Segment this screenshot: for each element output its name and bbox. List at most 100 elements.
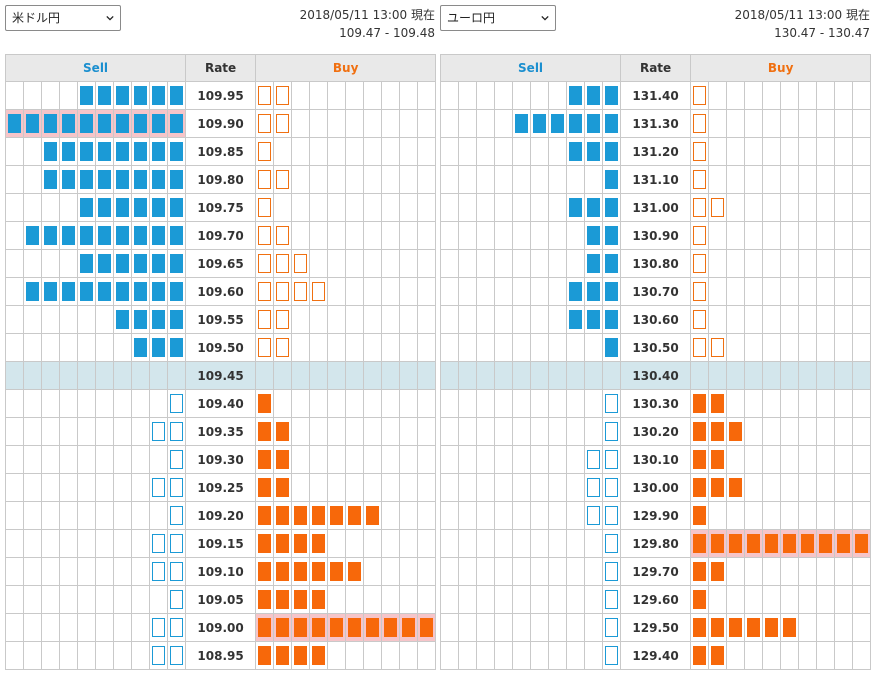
buy-cell [363,613,383,642]
sell-cell [494,221,513,250]
sell-cell [566,613,585,642]
sell-cell [601,473,622,502]
buy-order-bar [693,422,707,441]
buy-cell [744,445,764,474]
rate-cell: 130.40 [620,361,692,390]
buy-cell [399,193,419,222]
sell-cell [530,613,549,642]
sell-cell [95,445,114,474]
sell-order-bar [98,226,111,245]
sell-cell [458,417,477,446]
sell-cell [440,305,459,334]
buy-cell [273,221,293,250]
sell-cell [476,389,495,418]
buy-cell [363,529,383,558]
sell-cell [601,389,622,418]
sell-cell [476,445,495,474]
buy-cell [816,137,836,166]
sell-order-bar [587,114,600,133]
table-row: 109.30 [5,445,437,474]
sell-cell [458,529,477,558]
buy-cell [291,501,311,530]
buy-cell [327,557,347,586]
sell-cell [166,277,187,306]
currency-select[interactable]: ユーロ円 [440,5,556,31]
buy-order-bar [693,478,707,497]
buy-cell [690,473,710,502]
sell-cell [494,557,513,586]
buy-cell [273,305,293,334]
buy-cell [726,277,746,306]
buy-order-bar [276,506,290,525]
buy-cell [363,193,383,222]
currency-select[interactable]: 米ドル円 [5,5,121,31]
sell-cell [95,613,114,642]
buy-cell [363,473,383,502]
sell-cell [113,529,132,558]
buy-cell [780,165,800,194]
sell-order-bar [605,646,619,665]
rate-cell: 130.10 [620,445,692,474]
buy-order-bar [348,618,362,637]
sell-cell [5,529,24,558]
sell-cell [440,417,459,446]
sell-cell [166,305,187,334]
sell-cell [440,529,459,558]
sell-cell [113,389,132,418]
buy-cell [345,137,365,166]
buy-cell [291,389,311,418]
sell-cell [149,361,168,390]
buy-cell [852,473,872,502]
buy-order-bar [258,422,272,441]
sell-order-bar [587,226,600,245]
buy-order-bar [693,562,707,581]
buy-cell [273,109,293,138]
rate-cell: 109.70 [185,221,257,250]
sell-order-bar [587,478,600,497]
buy-order-bar [693,338,707,357]
buy-order-bar [276,170,290,189]
buy-cell [345,641,365,670]
sell-order-bar [170,422,184,441]
sell-cell [494,193,513,222]
sell-cell [494,137,513,166]
sell-cell [512,137,531,166]
sell-order-bar [152,646,165,665]
sell-cell [131,613,150,642]
sell-cell [59,109,78,138]
buy-cell [309,81,329,110]
sell-order-bar [116,142,129,161]
sell-cell [584,417,603,446]
sell-cell [95,501,114,530]
sell-cell [149,305,168,334]
buy-cell [798,613,818,642]
sell-cell [566,221,585,250]
buy-order-bar [711,478,725,497]
sell-cell [601,501,622,530]
sell-cell [512,221,531,250]
buy-cell [291,613,311,642]
buy-cell [762,109,782,138]
sell-cell [77,165,96,194]
sell-cell [548,613,567,642]
buy-cell [381,613,401,642]
buy-cell [690,249,710,278]
buy-cell [273,389,293,418]
buy-cell [291,417,311,446]
sell-order-bar [605,394,619,413]
buy-cell [708,585,728,614]
sell-order-bar [605,450,619,469]
sell-cell [512,81,531,110]
sell-cell [149,249,168,278]
sell-cell [95,333,114,362]
sell-order-bar [605,282,619,301]
sell-order-bar [605,562,619,581]
sell-cell [476,333,495,362]
sell-cell [458,137,477,166]
sell-cell [113,193,132,222]
buy-order-bar [294,534,308,553]
buy-cell [327,417,347,446]
sell-cell [458,585,477,614]
sell-cell [149,109,168,138]
buy-cell [816,305,836,334]
